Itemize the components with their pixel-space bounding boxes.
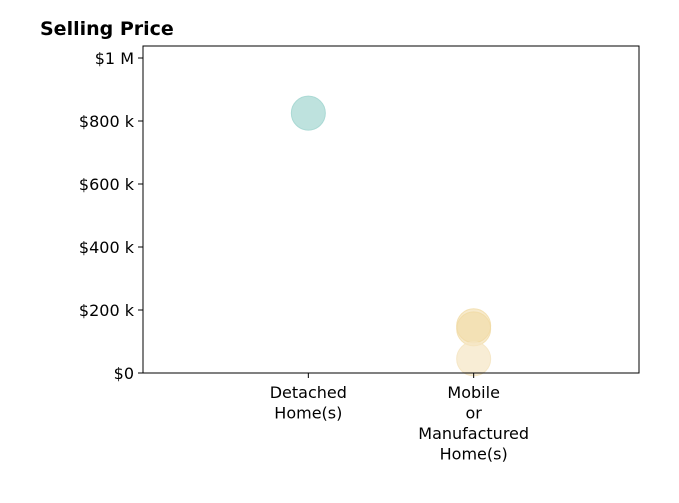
x-tick-label-1: Mobile or Manufactured Home(s) [418,383,529,464]
chart-title: Selling Price [40,18,174,40]
y-tick-label-2: $400 k [79,238,135,257]
data-point-3 [456,341,492,377]
data-point-0 [290,95,326,131]
data-point-2 [456,311,492,347]
plot-area: $0 $200 k $400 k $600 k $800 k $1 M Detached Ho… [79,45,640,464]
y-tick-label-0: $0 [114,364,134,383]
y-tick-label-1: $200 k [79,301,135,320]
y-tick-label-5: $1 M [95,49,134,68]
x-tick-label-0: Detached Home(s) [270,383,347,423]
y-tick-label-4: $800 k [79,112,135,131]
plot-frame [142,45,640,374]
y-tick-label-3: $600 k [79,175,135,194]
